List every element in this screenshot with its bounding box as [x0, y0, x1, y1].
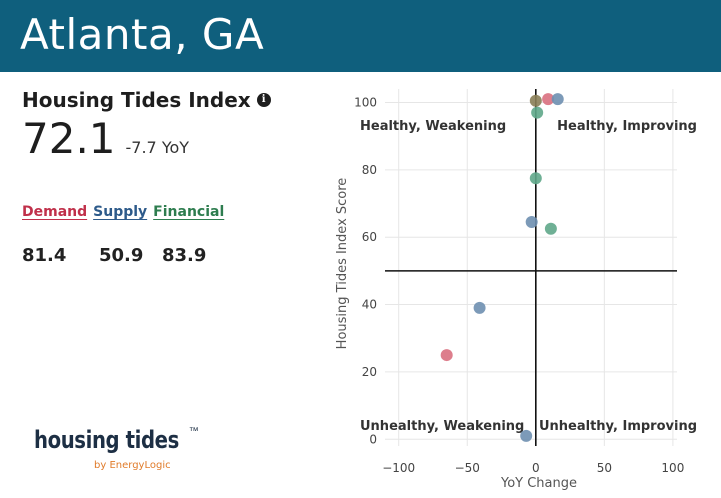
y-tick-label: 20 [362, 365, 377, 379]
demand-link[interactable]: Demand [22, 204, 88, 220]
logo-wordmark: housing tides [34, 426, 179, 454]
city-banner: Atlanta, GA [0, 0, 721, 72]
financial-value: 83.9 [162, 245, 207, 266]
logo-byline: by EnergyLogic [94, 460, 171, 471]
y-tick-label: 60 [362, 230, 377, 244]
data-point [520, 429, 533, 442]
data-point [529, 172, 542, 185]
logo-trademark: ™ [188, 426, 199, 437]
quadrant-label-unhealthy-weakening: Unhealthy, Weakening [360, 419, 524, 434]
data-point [529, 94, 542, 107]
data-point [473, 301, 486, 314]
housing-tides-logo: housing tides ™ by EnergyLogic [34, 426, 211, 471]
x-axis-title: YoY Change [500, 476, 577, 491]
quadrant-label-unhealthy-improving: Unhealthy, Improving [539, 419, 697, 434]
data-point [544, 222, 557, 235]
x-tick-label: 100 [661, 461, 684, 475]
demand-value: 81.4 [22, 245, 67, 266]
quadrant-label-healthy-weakening: Healthy, Weakening [360, 119, 506, 134]
index-score: 72.1 [22, 114, 116, 163]
score-row: 72.1 -7.7 YoY [22, 114, 189, 163]
x-tick-label: 0 [532, 461, 540, 475]
supply-value: 50.9 [99, 245, 144, 266]
data-point [542, 93, 555, 106]
y-tick-label: 40 [362, 298, 377, 312]
y-tick-label: 0 [369, 432, 377, 446]
y-axis-title: Housing Tides Index Score [335, 178, 350, 350]
x-tick-label: −100 [382, 461, 415, 475]
data-point [440, 349, 453, 362]
y-tick-label: 100 [354, 95, 377, 109]
x-tick-label: 50 [597, 461, 612, 475]
city-title: Atlanta, GA [20, 10, 265, 59]
index-yoy-change: -7.7 YoY [125, 138, 190, 157]
index-title: Housing Tides Index [22, 88, 251, 112]
supply-link[interactable]: Supply [93, 204, 148, 220]
info-icon[interactable]: i [256, 93, 271, 107]
scatter-chart: −100 −50 0 50 100 0 20 40 60 80 100 YoY Change Housi… [335, 89, 697, 491]
data-point [525, 216, 538, 229]
data-point [551, 93, 564, 106]
x-tick-label: −50 [455, 461, 480, 475]
data-point [531, 106, 544, 119]
component-labels: Demand Supply Financial [22, 204, 224, 220]
y-tick-label: 80 [362, 163, 377, 177]
quadrant-label-healthy-improving: Healthy, Improving [557, 119, 697, 134]
financial-link[interactable]: Financial [153, 204, 225, 220]
index-heading: Housing Tides Index i [22, 88, 271, 112]
